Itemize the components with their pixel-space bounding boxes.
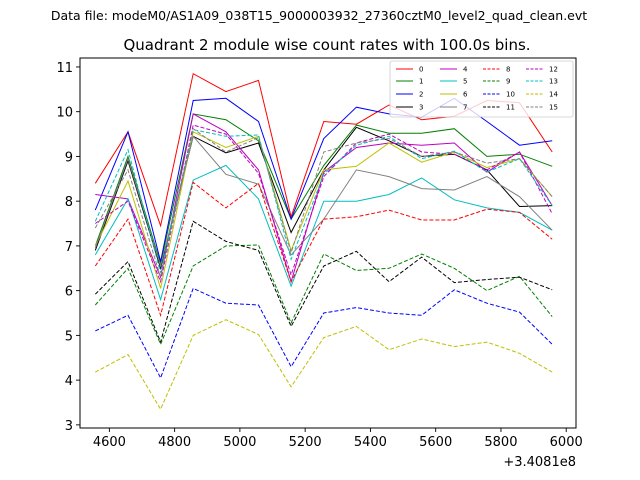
x-tick-label: 4600 (93, 435, 126, 450)
x-tick-label: 5600 (419, 435, 452, 450)
x-tick-label: 5000 (223, 435, 256, 450)
series-line-8 (94, 181, 553, 318)
series-line-10 (95, 287, 553, 380)
series-layer (94, 72, 553, 411)
chart-title: Quadrant 2 module wise count rates with … (123, 36, 530, 54)
legend-label-7: 7 (463, 104, 467, 112)
legend-label-13: 13 (549, 78, 558, 86)
y-tick-label: 11 (56, 61, 73, 76)
legend-label-0: 0 (419, 66, 423, 74)
legend-label-14: 14 (549, 91, 558, 99)
x-tick-label: 5400 (354, 435, 387, 450)
y-axis: 3 4 5 6 7 8 9 10 11 (56, 61, 80, 434)
series-line-9 (94, 244, 553, 346)
x-tick-label: 4800 (158, 435, 191, 450)
y-tick-label: 9 (65, 150, 73, 165)
series-line-5 (94, 164, 553, 302)
x-axis-offset-label: +3.4081e8 (503, 455, 576, 470)
legend-label-4: 4 (463, 66, 468, 74)
series-line-1 (94, 113, 553, 266)
legend-label-11: 11 (506, 104, 515, 112)
legend-label-8: 8 (506, 66, 510, 74)
legend-label-5: 5 (463, 78, 467, 86)
legend-label-3: 3 (419, 104, 423, 112)
legend-label-6: 6 (463, 91, 468, 99)
series-line-6 (94, 131, 553, 289)
legend-frame (389, 60, 574, 118)
series-line-13 (94, 129, 553, 273)
legend-label-12: 12 (549, 66, 558, 74)
series-line-12 (95, 124, 553, 284)
plot-area (79, 57, 577, 429)
series-line-14 (95, 319, 553, 411)
y-tick-label: 3 (65, 419, 73, 434)
legend-label-1: 1 (419, 78, 423, 86)
series-line-11 (94, 220, 553, 344)
y-tick-label: 10 (56, 106, 73, 121)
legend-label-10: 10 (506, 91, 515, 99)
x-tick-label: 5200 (289, 435, 322, 450)
y-tick-label: 7 (65, 240, 73, 255)
x-tick-label: 6000 (550, 435, 583, 450)
legend-label-9: 9 (506, 78, 510, 86)
y-tick-label: 5 (65, 329, 73, 344)
y-tick-label: 6 (65, 285, 73, 300)
legend-label-15: 15 (549, 104, 558, 112)
x-tick-label: 5800 (484, 435, 517, 450)
y-tick-label: 4 (65, 374, 73, 389)
series-line-15 (94, 127, 553, 280)
y-tick-label: 8 (65, 195, 73, 210)
x-axis: 4600 4800 5000 5200 5400 5600 5800 6000 (93, 428, 583, 450)
figure-suptitle: Data file: modeM0/AS1A09_038T15_90000039… (51, 8, 587, 23)
legend-label-2: 2 (419, 91, 423, 99)
